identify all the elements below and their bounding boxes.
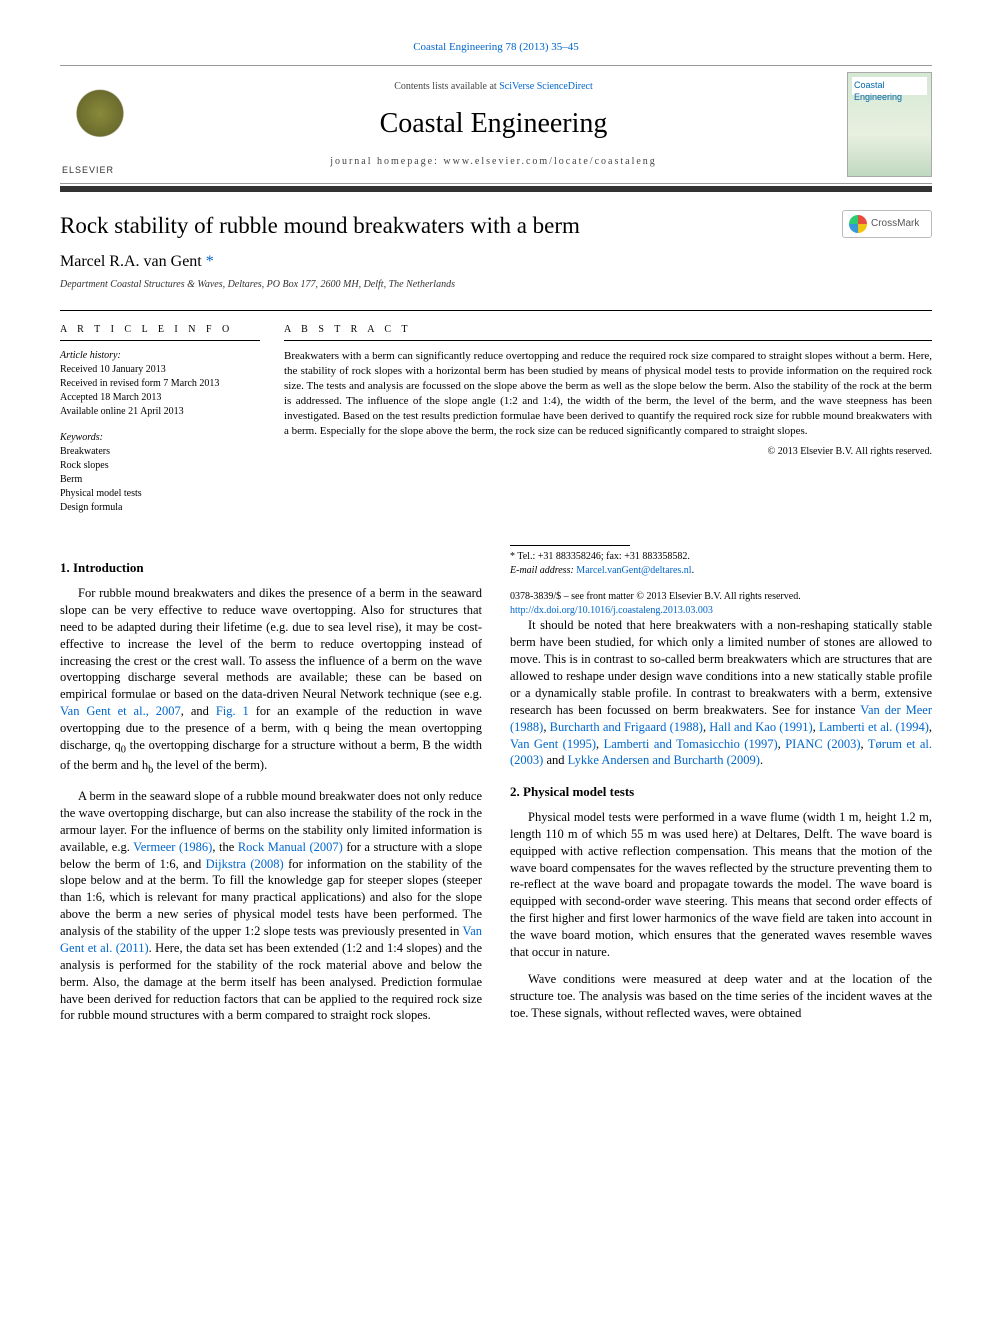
ref-link[interactable]: Burcharth and Frigaard (1988)	[550, 720, 703, 734]
ref-link[interactable]: Dijkstra (2008)	[206, 857, 284, 871]
journal-cover-thumb: Coastal Engineering	[847, 72, 932, 177]
ref-link[interactable]: Lykke Andersen and Burcharth (2009)	[568, 753, 760, 767]
footnotes: * Tel.: +31 883358246; fax: +31 88335858…	[510, 550, 932, 578]
ref-link[interactable]: Lamberti and Tomasicchio (1997)	[604, 737, 778, 751]
citation-link[interactable]: Coastal Engineering 78 (2013) 35–45	[413, 41, 579, 53]
section-head-tests: 2. Physical model tests	[510, 783, 932, 801]
fig-link[interactable]: Fig. 1	[216, 704, 249, 718]
keyword: Berm	[60, 474, 82, 485]
footnote-email-label: E-mail address:	[510, 565, 576, 576]
author-line: Marcel R.A. van Gent *	[60, 251, 842, 273]
ref-link[interactable]: PIANC (2003)	[785, 737, 860, 751]
footnote-email-link[interactable]: Marcel.vanGent@deltares.nl	[576, 565, 691, 576]
keywords-label: Keywords:	[60, 432, 103, 443]
ref-link[interactable]: Rock Manual (2007)	[238, 840, 343, 854]
history-item: Available online 21 April 2013	[60, 406, 184, 417]
crossmark-icon	[849, 215, 867, 233]
section-head-intro: 1. Introduction	[60, 559, 482, 577]
crossmark-label: CrossMark	[871, 217, 919, 231]
journal-header: Contents lists available at SciVerse Sci…	[60, 65, 932, 184]
doi-link[interactable]: http://dx.doi.org/10.1016/j.coastaleng.2…	[510, 605, 713, 616]
front-matter-line: 0378-3839/$ – see front matter © 2013 El…	[510, 590, 932, 604]
intro-p2: A berm in the seaward slope of a rubble …	[60, 788, 482, 1024]
journal-name: Coastal Engineering	[150, 105, 837, 143]
title-rule	[60, 186, 932, 192]
abstract-head: A B S T R A C T	[284, 323, 932, 342]
abstract-copyright: © 2013 Elsevier B.V. All rights reserved…	[284, 445, 932, 459]
article-info-column: A R T I C L E I N F O Article history: R…	[60, 323, 260, 528]
bottom-meta: 0378-3839/$ – see front matter © 2013 El…	[510, 590, 932, 617]
intro-p3: It should be noted that here breakwaters…	[510, 617, 932, 769]
author-name: Marcel R.A. van Gent	[60, 253, 202, 270]
crossmark-badge[interactable]: CrossMark	[842, 210, 932, 238]
abstract-text: Breakwaters with a berm can significantl…	[284, 349, 932, 438]
history-label: Article history:	[60, 350, 121, 361]
body-columns: 1. Introduction For rubble mound breakwa…	[60, 545, 932, 1034]
journal-homepage: journal homepage: www.elsevier.com/locat…	[150, 155, 837, 169]
contents-line: Contents lists available at SciVerse Sci…	[150, 80, 837, 94]
ref-link[interactable]: Van Gent et al., 2007	[60, 704, 181, 718]
keyword: Breakwaters	[60, 446, 110, 457]
keyword: Rock slopes	[60, 460, 109, 471]
keyword: Design formula	[60, 502, 123, 513]
ref-link[interactable]: Hall and Kao (1991)	[709, 720, 812, 734]
citation-header: Coastal Engineering 78 (2013) 35–45	[60, 40, 932, 55]
elsevier-logo	[60, 79, 140, 169]
ref-link[interactable]: Van Gent (1995)	[510, 737, 596, 751]
history-item: Received 10 January 2013	[60, 364, 166, 375]
tests-p2: Wave conditions were measured at deep wa…	[510, 971, 932, 1022]
article-title: Rock stability of rubble mound breakwate…	[60, 210, 842, 241]
affiliation: Department Coastal Structures & Waves, D…	[60, 278, 842, 292]
ref-link[interactable]: Lamberti et al. (1994)	[819, 720, 929, 734]
footnote-tel: * Tel.: +31 883358246; fax: +31 88335858…	[510, 550, 932, 564]
abstract-column: A B S T R A C T Breakwaters with a berm …	[284, 323, 932, 528]
article-info-head: A R T I C L E I N F O	[60, 323, 260, 342]
intro-p1: For rubble mound breakwaters and dikes t…	[60, 585, 482, 778]
history-item: Accepted 18 March 2013	[60, 392, 161, 403]
corresp-note-link[interactable]: *	[206, 253, 214, 270]
tests-p1: Physical model tests were performed in a…	[510, 809, 932, 961]
ref-link[interactable]: Vermeer (1986)	[133, 840, 212, 854]
footnote-rule	[510, 545, 630, 546]
sciencedirect-link[interactable]: SciVerse ScienceDirect	[499, 81, 593, 92]
keyword: Physical model tests	[60, 488, 142, 499]
history-item: Received in revised form 7 March 2013	[60, 378, 219, 389]
